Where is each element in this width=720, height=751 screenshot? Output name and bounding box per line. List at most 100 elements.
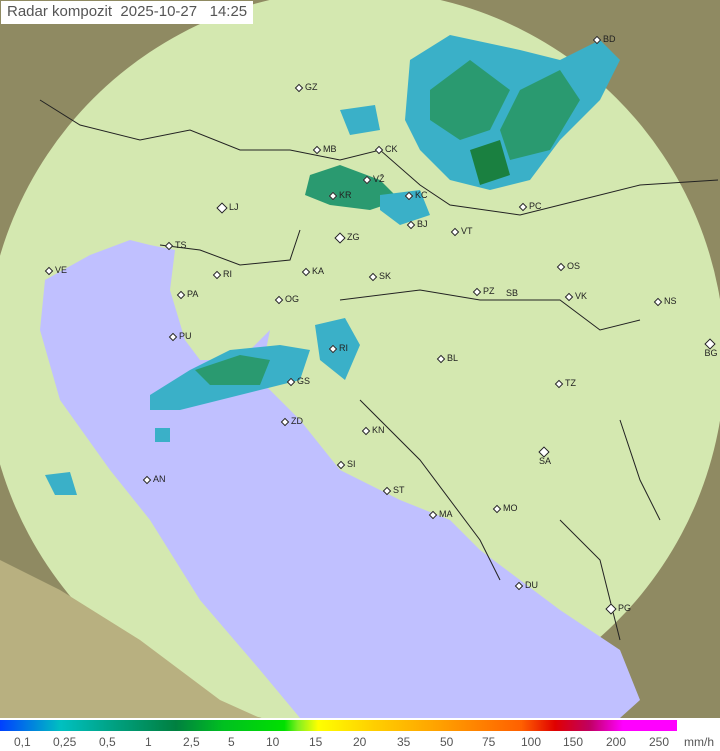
diamond-icon [450,227,460,236]
city-marker: KR [328,190,352,200]
city-marker: VK [564,291,587,301]
city-label: PA [187,289,199,299]
city-label: KA [312,266,325,276]
city-marker: PC [518,201,542,211]
diamond-icon [176,290,186,299]
diamond-icon [274,295,284,304]
radar-map [0,0,720,718]
city-marker: BJ [406,219,428,229]
diamond-icon [301,267,311,276]
diamond-icon [286,377,296,386]
city-label: BG [704,348,718,358]
legend-label: 150 [563,735,584,749]
diamond-icon [404,191,414,200]
city-label: KR [339,190,352,200]
diamond-icon [312,145,322,154]
city-label-only: SB [506,288,518,298]
city-marker: DU [514,580,538,590]
city-label: KN [372,425,385,435]
legend-label: 200 [606,735,627,749]
city-marker: NS [653,296,677,306]
city-marker: GZ [294,82,318,92]
legend-label: 2,5 [183,735,200,749]
city-marker: SK [368,271,392,281]
diamond-icon [328,191,338,200]
diamond-icon [514,581,524,590]
city-label: NS [664,296,677,306]
city-label: DU [525,580,538,590]
diamond-icon [605,602,617,615]
diamond-icon [164,241,174,250]
legend-label: 75 [482,735,496,749]
diamond-icon [653,297,663,306]
diamond-icon [564,292,574,301]
city-marker: GS [286,376,311,386]
city-label: SB [506,288,519,298]
city-marker: MB [312,144,337,154]
legend-label: 100 [521,735,542,749]
diamond-icon [361,426,371,435]
legend-label: 10 [266,735,280,749]
city-label: VT [461,226,473,236]
coast-land-south [0,560,260,718]
city-marker: AN [142,474,166,484]
legend-label: 35 [397,735,411,749]
city-marker: OG [274,294,300,304]
city-marker: KN [361,425,385,435]
diamond-icon [362,175,372,184]
precipitation-color-scale [0,720,677,731]
diamond-icon [554,379,564,388]
city-label: GZ [305,82,318,92]
diamond-icon [336,460,346,469]
city-marker: ZG [334,231,360,244]
diamond-icon [436,354,446,363]
city-marker: CK [374,144,398,154]
diamond-icon [592,35,602,44]
city-label: PG [618,603,632,613]
city-marker: SI [336,459,356,469]
city-label: VŽ [373,174,385,184]
diamond-icon [44,266,54,275]
city-label: RI [339,343,348,353]
city-marker: KA [301,266,325,276]
legend-label: 20 [353,735,367,749]
city-marker: MO [492,503,518,513]
city-marker: VT [450,226,473,236]
city-label: OS [567,261,581,271]
city-marker: TS [164,240,187,250]
city-label: SK [379,271,392,281]
city-marker: VE [44,265,67,275]
city-label: ZD [291,416,303,426]
city-marker: PU [168,331,192,341]
city-label: KC [415,190,428,200]
city-label: GS [297,376,311,386]
city-marker: RI [212,269,232,279]
city-label: PC [529,201,542,211]
city-label: BJ [417,219,428,229]
city-marker: SA [537,445,552,466]
diamond-icon [382,486,392,495]
city-label: BD [603,34,616,44]
city-marker: MA [428,509,453,519]
city-label: AN [153,474,166,484]
diamond-icon [216,201,228,214]
city-label: SA [538,456,551,466]
city-label: MA [439,509,453,519]
legend-label: 5 [228,735,235,749]
diamond-icon [368,272,378,281]
diamond-icon [294,83,304,92]
diamond-icon [556,262,566,271]
legend-label: 0,5 [99,735,116,749]
sea [40,240,640,718]
legend-labels: 0,1 0,25 0,5 1 2,5 5 10 15 20 35 50 75 1… [0,735,720,751]
city-label: TS [175,240,187,250]
diamond-icon [212,270,222,279]
city-label: MO [503,503,518,513]
diamond-icon [328,344,338,353]
diamond-icon [142,475,152,484]
city-label: OG [285,294,300,304]
city-label: RI [223,269,232,279]
city-label: LJ [229,202,239,212]
city-marker: LJ [216,201,239,214]
city-label: CK [385,144,398,154]
